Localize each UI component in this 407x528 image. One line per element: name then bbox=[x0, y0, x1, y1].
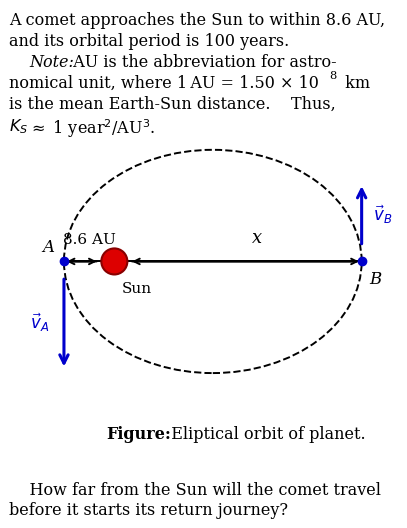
Text: nomical unit, where 1 AU = 1.50 × 10: nomical unit, where 1 AU = 1.50 × 10 bbox=[9, 75, 319, 92]
Text: $\vec{v}_A$: $\vec{v}_A$ bbox=[30, 312, 49, 334]
Text: and its orbital period is 100 years.: and its orbital period is 100 years. bbox=[9, 33, 289, 50]
Text: is the mean Earth-Sun distance.    Thus,: is the mean Earth-Sun distance. Thus, bbox=[9, 96, 336, 113]
Text: $\approx$ 1 year$^2$/AU$^3$.: $\approx$ 1 year$^2$/AU$^3$. bbox=[28, 117, 156, 140]
Text: 8: 8 bbox=[329, 71, 336, 81]
Text: A: A bbox=[43, 239, 55, 256]
Text: $K_S$: $K_S$ bbox=[9, 117, 28, 136]
Text: A comet approaches the Sun to within 8.6 AU,: A comet approaches the Sun to within 8.6… bbox=[9, 12, 385, 29]
Text: Note:: Note: bbox=[30, 54, 74, 71]
Text: 8.6 AU: 8.6 AU bbox=[63, 232, 116, 247]
Text: How far from the Sun will the comet travel: How far from the Sun will the comet trav… bbox=[9, 482, 381, 498]
Text: AU is the abbreviation for astro-: AU is the abbreviation for astro- bbox=[63, 54, 337, 71]
Text: B: B bbox=[369, 271, 381, 288]
Circle shape bbox=[101, 248, 127, 275]
Text: $\vec{v}_B$: $\vec{v}_B$ bbox=[373, 204, 392, 226]
Text: Sun: Sun bbox=[122, 282, 152, 296]
Text: km: km bbox=[340, 75, 370, 92]
Text: before it starts its return journey?: before it starts its return journey? bbox=[9, 502, 288, 518]
Text: Figure:: Figure: bbox=[106, 426, 171, 443]
Text: x: x bbox=[252, 229, 262, 247]
Text: Eliptical orbit of planet.: Eliptical orbit of planet. bbox=[161, 426, 365, 443]
